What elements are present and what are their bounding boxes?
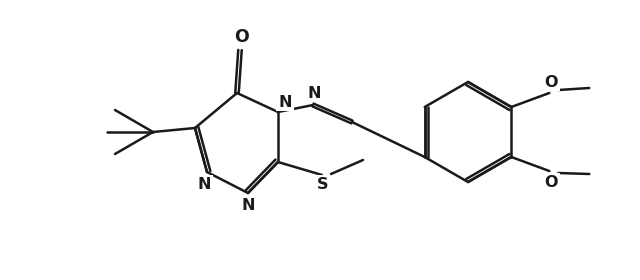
Text: N: N [241,197,255,213]
Text: S: S [317,176,329,192]
Text: N: N [197,176,211,192]
Text: N: N [307,85,321,101]
Text: N: N [278,95,292,109]
Text: O: O [545,174,558,190]
Text: O: O [234,28,248,46]
Text: O: O [545,74,558,90]
